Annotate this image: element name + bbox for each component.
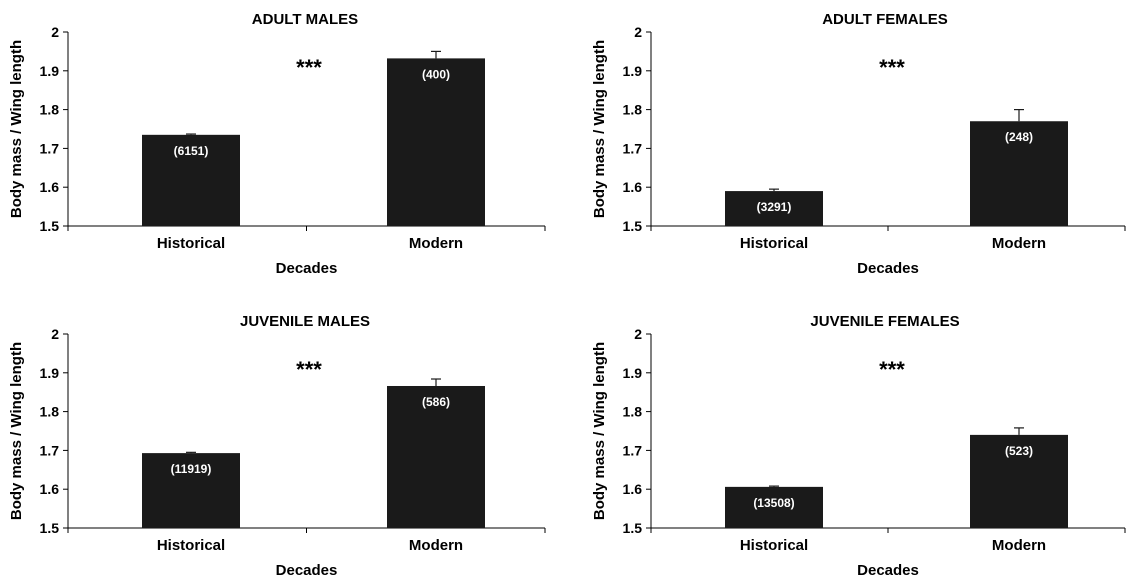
y-tick-label: 2 [51, 326, 59, 342]
x-tick-label: Historical [157, 537, 225, 554]
y-tick-label: 1.6 [40, 179, 60, 195]
y-axis-label: Body mass / Wing length [591, 342, 608, 520]
x-tick-label: Historical [740, 537, 808, 554]
bar-sample-label: (400) [422, 67, 450, 81]
x-tick-label: Modern [409, 235, 463, 252]
chart-title: ADULT MALES [252, 11, 358, 28]
y-axis-label: Body mass / Wing length [8, 40, 25, 218]
x-tick-label: Modern [992, 235, 1046, 252]
y-tick-label: 1.8 [40, 404, 60, 420]
chart-panel-2: ADULT FEMALES 1.5 1.6 1.7 1.8 1.9 2 Body mass /… [591, 11, 1126, 277]
y-tick-label: 1.7 [623, 442, 643, 458]
chart-title: JUVENILE FEMALES [810, 313, 959, 330]
significance-marker: *** [296, 357, 322, 382]
bar-modern [970, 434, 1068, 528]
y-tick-label: 1.5 [40, 218, 60, 234]
bar-sample-label: (3291) [757, 200, 792, 214]
chart-title: ADULT FEMALES [822, 11, 948, 28]
bar-modern [970, 121, 1068, 226]
x-tick-label: Historical [157, 235, 225, 252]
bar-sample-label: (13508) [753, 496, 794, 510]
x-axis-label: Decades [857, 260, 919, 277]
x-tick-label: Modern [409, 537, 463, 554]
y-tick-label: 1.5 [623, 520, 643, 536]
x-tick-label: Historical [740, 235, 808, 252]
y-tick-label: 1.6 [623, 481, 643, 497]
y-tick-label: 1.5 [623, 218, 643, 234]
chart-panel-1: ADULT MALES 1.5 1.6 1.7 1.8 1.9 2 Body mass / W… [8, 11, 546, 277]
y-tick-label: 1.7 [623, 140, 643, 156]
y-tick-label: 1.6 [40, 481, 60, 497]
bar-sample-label: (248) [1005, 130, 1033, 144]
y-tick-label: 1.9 [40, 63, 60, 79]
y-tick-label: 2 [634, 24, 642, 40]
y-tick-label: 1.8 [623, 102, 643, 118]
bar-modern [387, 58, 485, 226]
bar-sample-label: (6151) [174, 144, 209, 158]
y-tick-label: 1.7 [40, 442, 60, 458]
bar-historical [725, 191, 823, 226]
bar-historical [142, 134, 240, 226]
bar-sample-label: (11919) [171, 462, 212, 476]
significance-marker: *** [879, 357, 905, 382]
y-tick-label: 1.9 [623, 365, 643, 381]
y-tick-label: 1.8 [40, 102, 60, 118]
x-axis-label: Decades [857, 562, 919, 579]
chart-panel-3: JUVENILE MALES 1.5 1.6 1.7 1.8 1.9 2 Body mass … [8, 313, 546, 579]
bar-sample-label: (586) [422, 395, 450, 409]
bar-sample-label: (523) [1005, 444, 1033, 458]
chart-title: JUVENILE MALES [240, 313, 370, 330]
y-tick-label: 1.7 [40, 140, 60, 156]
y-tick-label: 2 [634, 326, 642, 342]
significance-marker: *** [296, 55, 322, 80]
y-tick-label: 1.5 [40, 520, 60, 536]
y-tick-label: 2 [51, 24, 59, 40]
bar-modern [387, 385, 485, 528]
x-axis-label: Decades [276, 562, 338, 579]
y-tick-label: 1.8 [623, 404, 643, 420]
y-axis-label: Body mass / Wing length [591, 40, 608, 218]
y-tick-label: 1.9 [623, 63, 643, 79]
x-tick-label: Modern [992, 537, 1046, 554]
x-axis-label: Decades [276, 260, 338, 277]
significance-marker: *** [879, 55, 905, 80]
y-tick-label: 1.6 [623, 179, 643, 195]
bar-historical [725, 486, 823, 528]
y-axis-label: Body mass / Wing length [8, 342, 25, 520]
bar-historical [142, 453, 240, 528]
y-tick-label: 1.9 [40, 365, 60, 381]
chart-panel-4: JUVENILE FEMALES 1.5 1.6 1.7 1.8 1.9 2 Body mas… [591, 313, 1126, 579]
